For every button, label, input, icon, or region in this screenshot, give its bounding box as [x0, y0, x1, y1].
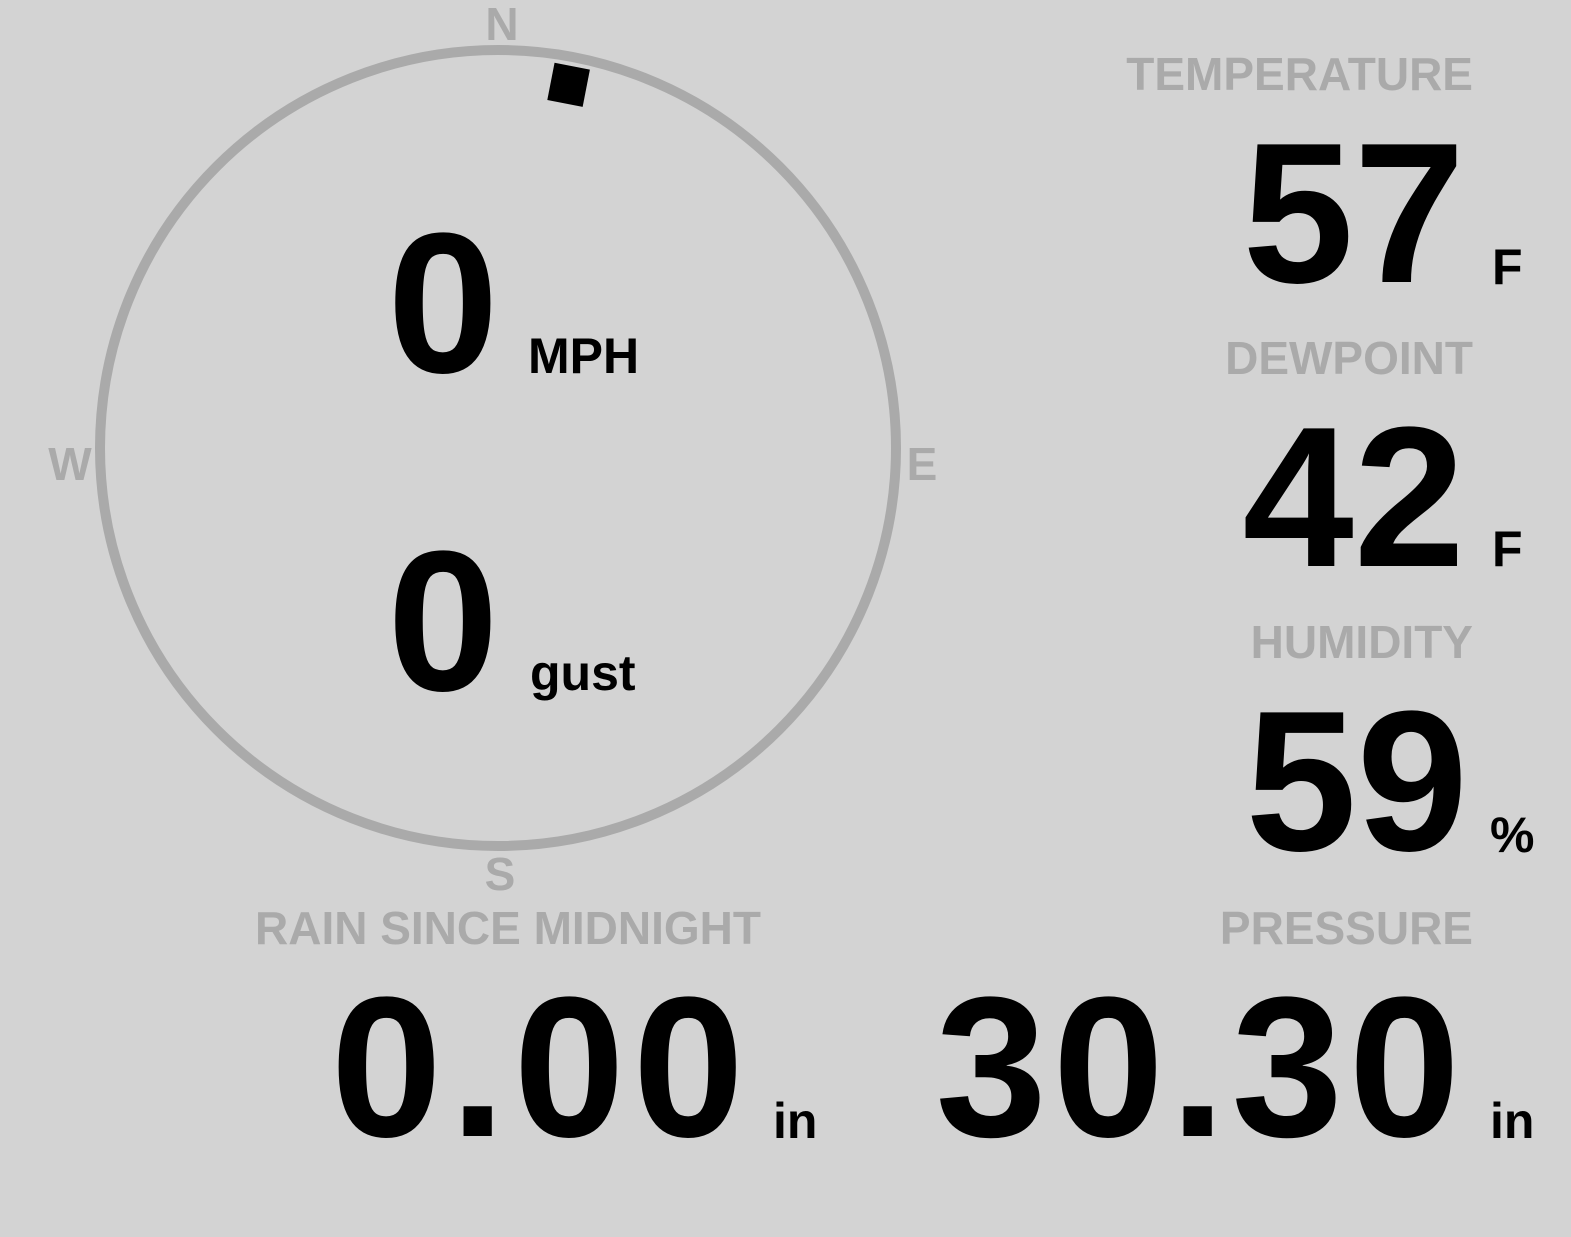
humidity-label: HUMIDITY [1251, 616, 1473, 668]
pressure-panel: PRESSURE 30.30 in [936, 902, 1535, 1179]
wind-compass: N E S W 0 MPH 0 gust [48, 0, 937, 900]
compass-north-label: N [485, 0, 518, 50]
compass-east-label: E [907, 438, 938, 490]
rain-panel: RAIN SINCE MIDNIGHT 0.00 in [255, 902, 817, 1179]
compass-ring [95, 45, 901, 851]
wind-speed-unit: MPH [528, 328, 639, 384]
wind-direction-marker [547, 62, 590, 107]
dewpoint-panel: DEWPOINT 42 F [1225, 332, 1522, 609]
wind-gust-value: 0 [387, 510, 498, 733]
wind-gust-unit: gust [530, 645, 636, 701]
rain-label: RAIN SINCE MIDNIGHT [255, 902, 761, 954]
humidity-unit: % [1490, 807, 1534, 863]
temperature-label: TEMPERATURE [1126, 48, 1473, 100]
dewpoint-unit: F [1492, 521, 1523, 577]
rain-value: 0.00 [331, 956, 752, 1179]
humidity-panel: HUMIDITY 59 % [1246, 616, 1535, 893]
rain-unit: in [773, 1093, 817, 1149]
dewpoint-label: DEWPOINT [1225, 332, 1473, 384]
pressure-value: 30.30 [936, 956, 1467, 1179]
compass-west-label: W [48, 438, 92, 490]
temperature-panel: TEMPERATURE 57 F [1126, 48, 1522, 325]
dewpoint-value: 42 [1243, 386, 1465, 609]
pressure-label: PRESSURE [1220, 902, 1473, 954]
wind-speed-value: 0 [387, 192, 498, 415]
humidity-value: 59 [1246, 670, 1468, 893]
pressure-unit: in [1490, 1093, 1534, 1149]
temperature-unit: F [1492, 239, 1523, 295]
temperature-value: 57 [1243, 102, 1465, 325]
compass-south-label: S [485, 848, 516, 900]
